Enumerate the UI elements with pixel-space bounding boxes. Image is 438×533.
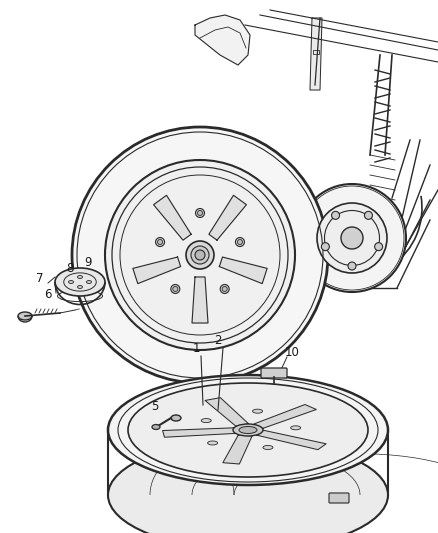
Ellipse shape [317,203,387,273]
Ellipse shape [222,286,227,292]
Text: 5: 5 [151,400,159,413]
Polygon shape [154,195,191,240]
Ellipse shape [78,276,82,279]
Ellipse shape [332,212,339,220]
Ellipse shape [321,243,329,251]
Ellipse shape [191,246,209,264]
Ellipse shape [86,280,92,284]
Ellipse shape [105,160,295,350]
Ellipse shape [220,285,229,294]
Text: 9: 9 [84,255,92,269]
Ellipse shape [108,375,388,485]
Polygon shape [133,257,180,284]
Ellipse shape [253,409,262,413]
FancyBboxPatch shape [329,493,349,503]
Polygon shape [219,257,267,284]
Ellipse shape [158,239,162,245]
Polygon shape [162,428,235,437]
Ellipse shape [108,440,388,533]
Ellipse shape [291,426,301,430]
Polygon shape [195,15,250,65]
Polygon shape [310,18,322,90]
Polygon shape [205,398,248,426]
Ellipse shape [128,383,368,477]
Ellipse shape [348,262,356,270]
Ellipse shape [186,241,214,269]
Polygon shape [223,435,252,464]
Ellipse shape [364,212,372,220]
Ellipse shape [195,250,205,260]
Ellipse shape [171,415,181,421]
Text: 10: 10 [285,345,300,359]
Ellipse shape [173,286,178,292]
Ellipse shape [233,424,263,436]
Bar [313,50,319,54]
Ellipse shape [201,418,211,423]
Ellipse shape [341,227,363,249]
Ellipse shape [374,243,383,251]
Polygon shape [257,430,326,450]
Polygon shape [192,277,208,323]
Text: 6: 6 [44,288,52,302]
FancyBboxPatch shape [261,368,287,378]
Ellipse shape [171,285,180,294]
Ellipse shape [263,446,273,449]
Ellipse shape [72,127,328,383]
Ellipse shape [152,424,160,430]
Ellipse shape [55,268,105,296]
Text: 1: 1 [192,342,200,354]
Ellipse shape [237,239,243,245]
Ellipse shape [298,184,406,292]
Text: 8: 8 [66,262,74,274]
Ellipse shape [78,286,82,288]
Text: 2: 2 [214,334,222,346]
Ellipse shape [18,312,32,320]
Ellipse shape [155,238,165,247]
Text: 7: 7 [36,271,44,285]
Polygon shape [209,195,247,240]
Ellipse shape [236,238,244,247]
Ellipse shape [239,426,257,433]
Ellipse shape [208,441,218,445]
Ellipse shape [195,208,205,217]
Ellipse shape [198,211,202,215]
Polygon shape [254,405,316,429]
Ellipse shape [68,280,74,284]
